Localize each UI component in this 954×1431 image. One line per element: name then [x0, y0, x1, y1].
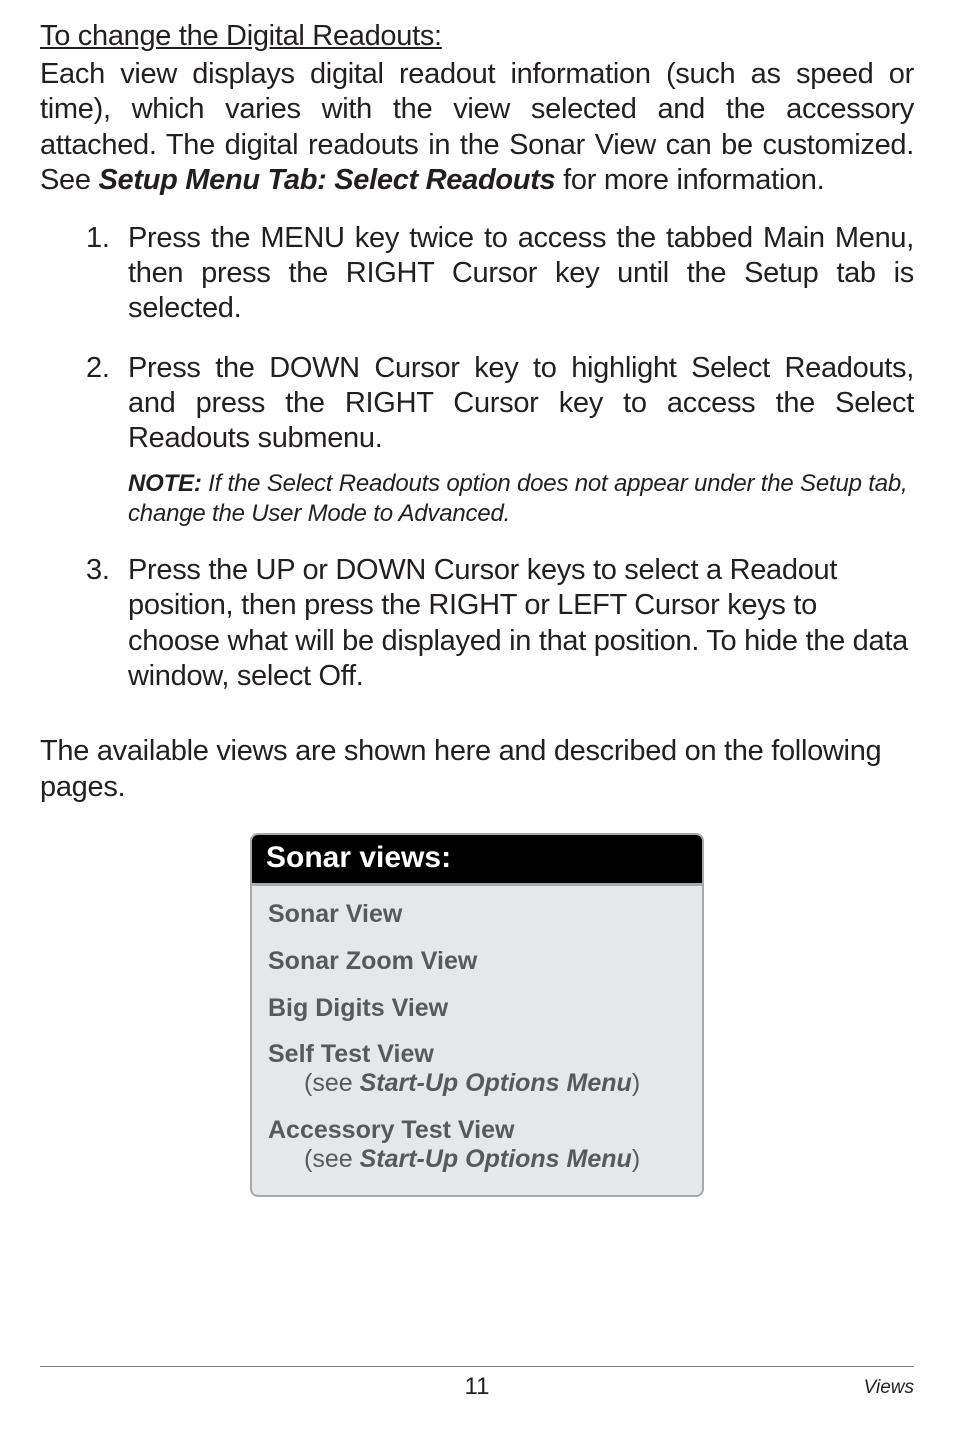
note-text: If the Select Readouts option does not a… [128, 470, 907, 527]
panel-item-title: Self Test View [268, 1040, 434, 1068]
section-label: Views [864, 1377, 914, 1399]
footer-row: 11 Views [40, 1373, 914, 1399]
section-heading: To change the Digital Readouts: [40, 20, 914, 53]
sonar-views-panel: Sonar views: Sonar View Sonar Zoom View … [250, 833, 704, 1197]
step-number: 2. [86, 351, 110, 386]
panel-item-sub: (see Start-Up Options Menu) [268, 1145, 686, 1174]
sub-suffix: ) [632, 1069, 640, 1097]
panel-body: Sonar View Sonar Zoom View Big Digits Vi… [252, 886, 702, 1195]
sub-prefix: (see [304, 1069, 360, 1097]
step-1: 1. Press the MENU key twice to access th… [86, 221, 914, 327]
sub-emphasis: Start-Up Options Menu [360, 1069, 632, 1097]
note-label: NOTE: [128, 470, 202, 497]
page-number: 11 [465, 1373, 490, 1401]
step-note: NOTE: If the Select Readouts option does… [128, 469, 914, 529]
sub-prefix: (see [304, 1145, 360, 1173]
intro-emphasis: Setup Menu Tab: Select Readouts [98, 164, 555, 196]
step-text: Press the UP or DOWN Cursor keys to sele… [128, 554, 908, 692]
intro-paragraph: Each view displays digital readout infor… [40, 57, 914, 199]
panel-container: Sonar views: Sonar View Sonar Zoom View … [40, 833, 914, 1197]
panel-item-title: Accessory Test View [268, 1116, 514, 1144]
step-number: 3. [86, 553, 110, 588]
sub-emphasis: Start-Up Options Menu [360, 1145, 632, 1173]
panel-item-sonar-zoom: Sonar Zoom View [268, 947, 686, 976]
step-text: Press the MENU key twice to access the t… [128, 222, 914, 325]
page-footer: 11 Views [40, 1366, 914, 1399]
steps-list: 1. Press the MENU key twice to access th… [40, 221, 914, 695]
footer-rule [40, 1366, 914, 1367]
step-text: Press the DOWN Cursor key to highlight S… [128, 352, 914, 455]
intro-text-after: for more information. [555, 164, 824, 196]
panel-item-big-digits: Big Digits View [268, 994, 686, 1023]
panel-title: Sonar views: [252, 835, 702, 886]
step-number: 1. [86, 221, 110, 256]
step-2: 2. Press the DOWN Cursor key to highligh… [86, 351, 914, 529]
transition-text: The available views are shown here and d… [40, 734, 914, 805]
panel-item-sub: (see Start-Up Options Menu) [268, 1069, 686, 1098]
panel-item-accessory-test: Accessory Test View (see Start-Up Option… [268, 1116, 686, 1174]
panel-item-sonar-view: Sonar View [268, 900, 686, 929]
panel-item-self-test: Self Test View (see Start-Up Options Men… [268, 1040, 686, 1098]
step-3: 3. Press the UP or DOWN Cursor keys to s… [86, 553, 914, 695]
sub-suffix: ) [632, 1145, 640, 1173]
